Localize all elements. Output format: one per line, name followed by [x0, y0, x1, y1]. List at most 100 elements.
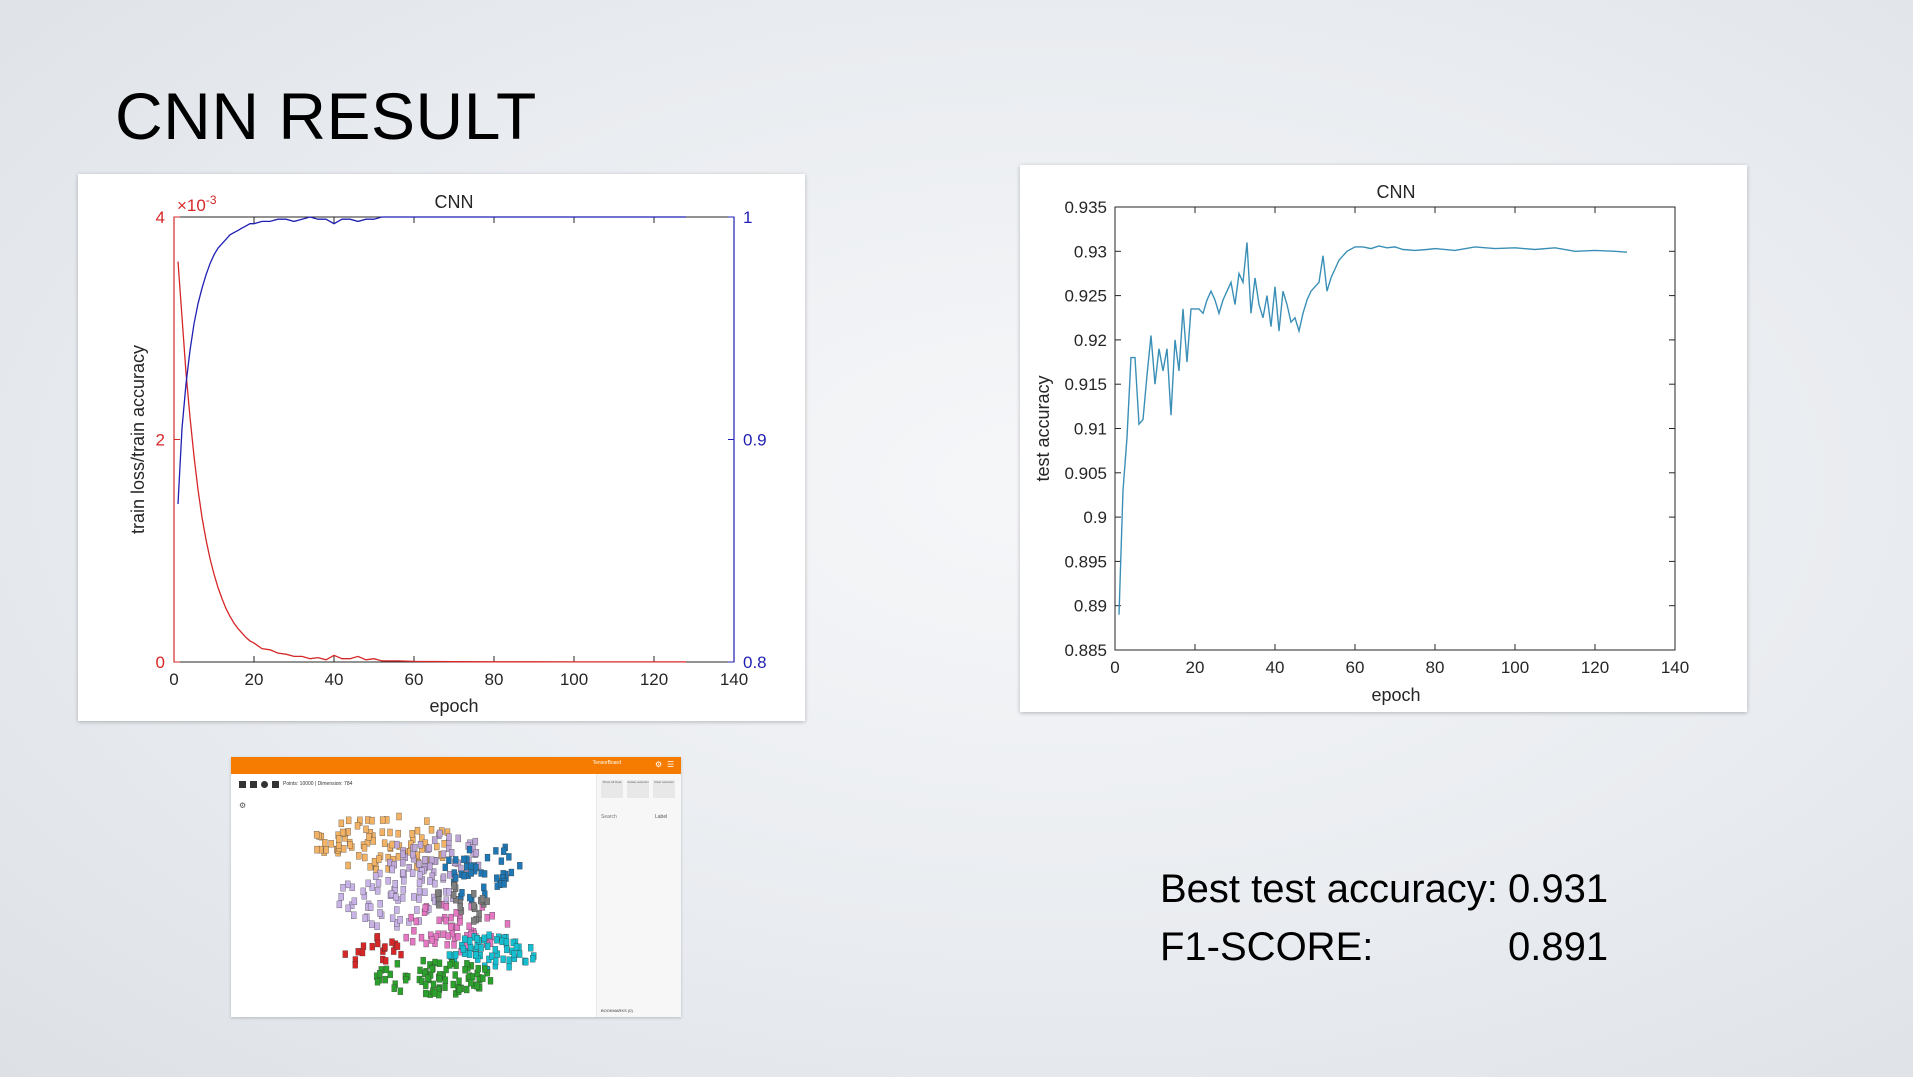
embedding-point	[443, 916, 449, 925]
embedding-point	[345, 904, 351, 913]
embedding-point	[431, 989, 438, 997]
thumbnail-toolbar: Points: 10000 | Dimension: 784	[239, 779, 352, 789]
embedding-point	[313, 831, 320, 839]
metric-value: 0.931	[1508, 866, 1609, 911]
embedding-point	[493, 847, 499, 855]
y-tick-label: 0.925	[1064, 287, 1107, 306]
right-y-tick-label: 1	[743, 208, 752, 227]
embedding-point	[395, 829, 401, 838]
y-tick-label: 0.905	[1064, 464, 1107, 483]
embedding-point	[504, 920, 511, 928]
embedding-point	[374, 887, 381, 895]
embedding-point	[416, 895, 422, 903]
metric-value: 0.891	[1508, 924, 1609, 969]
embedding-point	[455, 933, 461, 941]
embedding-point	[455, 834, 461, 843]
y-tick-label: 0.89	[1074, 597, 1107, 616]
embedding-point	[437, 829, 443, 838]
embedding-point	[466, 845, 473, 854]
embedding-point	[428, 856, 435, 864]
embedding-point	[394, 840, 400, 849]
right-y-tick-label: 0.8	[743, 653, 767, 672]
embedding-point	[442, 976, 449, 984]
embedding-point	[476, 910, 482, 918]
embedding-point	[370, 837, 376, 845]
embedding-point	[473, 849, 480, 857]
embedding-point	[351, 911, 357, 919]
embedding-point	[367, 863, 373, 871]
x-tick-label: 80	[1426, 658, 1445, 677]
embedding-point	[376, 855, 382, 863]
x-tick-label: 100	[560, 670, 588, 689]
embedding-point	[493, 957, 499, 966]
embedding-point	[456, 985, 463, 993]
x-tick-label: 20	[1186, 658, 1205, 677]
embedding-point	[481, 883, 487, 891]
embedding-point	[446, 951, 453, 959]
embedding-point	[360, 887, 366, 896]
embedding-point	[484, 942, 491, 951]
y-tick-label: 0.93	[1074, 242, 1107, 261]
embedding-point	[409, 869, 416, 877]
embedding-point	[454, 923, 461, 931]
embedding-point	[359, 948, 366, 957]
embedding-point	[452, 971, 458, 979]
metric-label: Best test accuracy:	[1160, 866, 1498, 911]
embedding-point	[383, 957, 389, 965]
y-tick-label: 0.895	[1064, 552, 1107, 571]
embedding-point	[467, 893, 473, 902]
embedding-point	[436, 975, 443, 983]
embedding-point	[442, 863, 448, 872]
embedding-point	[406, 864, 412, 872]
select-icon	[239, 780, 246, 788]
embedding-point	[400, 858, 406, 867]
embedding-point	[506, 956, 512, 964]
embedding-point	[478, 944, 484, 952]
test-chart-title: CNN	[1377, 182, 1416, 202]
embedding-point	[410, 850, 416, 859]
embedding-point	[504, 945, 510, 954]
embedding-point	[399, 894, 406, 902]
test-chart-xlabel: epoch	[1371, 685, 1420, 705]
embedding-point	[479, 895, 486, 903]
metrics-panel: Best test accuracy: 0.931 F1-SCORE: 0.89…	[1160, 860, 1608, 976]
embedding-point	[387, 858, 393, 867]
embedding-point	[374, 922, 380, 930]
embedding-point	[492, 946, 498, 954]
embedding-point	[416, 887, 423, 896]
embedding-point	[349, 883, 355, 891]
thumbnail-toolbar-text: Points: 10000 | Dimension: 784	[283, 781, 353, 787]
embedding-point	[445, 932, 451, 940]
embedding-point	[397, 987, 404, 995]
embedding-point	[464, 985, 470, 994]
embedding-point	[517, 862, 523, 870]
embedding-point	[403, 976, 409, 984]
embedding-point	[394, 942, 401, 950]
embedding-point	[394, 906, 400, 914]
embedding-point	[452, 951, 459, 959]
embedding-point	[417, 871, 423, 879]
y-tick-label: 0.92	[1074, 331, 1107, 350]
embedding-point	[501, 880, 507, 888]
embedding-point	[475, 964, 481, 973]
embedding-point	[420, 956, 426, 965]
embedding-point	[500, 847, 507, 855]
x-tick-label: 0	[169, 670, 178, 689]
embedding-point	[425, 974, 431, 983]
embedding-point	[398, 950, 404, 959]
embedding-point	[393, 893, 399, 901]
embedding-point	[422, 888, 428, 896]
projector-screenshot-thumbnail: TensorBoard ⚙ ☰ Points: 10000 | Dimensio…	[231, 757, 681, 1017]
label-icon	[272, 780, 279, 788]
y-tick-label: 0.885	[1064, 641, 1107, 660]
embedding-point	[413, 917, 419, 926]
embedding-point	[451, 941, 457, 949]
embedding-point	[418, 933, 425, 942]
embedding-point	[356, 852, 362, 860]
embedding-point	[345, 816, 352, 825]
embedding-point	[441, 840, 447, 848]
train-accuracy-line	[177, 216, 686, 505]
embedding-point	[508, 868, 515, 877]
x-tick-label: 40	[325, 670, 344, 689]
left-y-tick-label: 2	[156, 431, 165, 450]
